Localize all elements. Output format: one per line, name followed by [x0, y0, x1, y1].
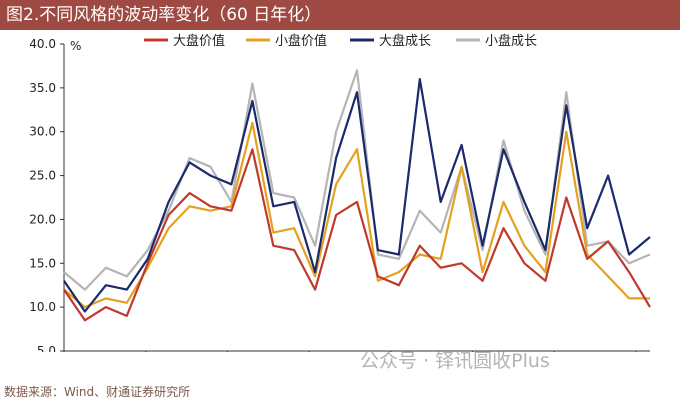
y-tick-label: 15.0: [29, 256, 56, 270]
legend-label: 大盘成长: [379, 33, 431, 49]
y-tick-label: 35.0: [29, 81, 56, 95]
y-tick-label: 5.0: [37, 344, 56, 352]
y-tick-label: 30.0: [29, 125, 56, 139]
page-title: 图2.不同风格的波动率变化（60 日年化）: [0, 0, 680, 30]
legend-label: 小盘价值: [275, 33, 327, 49]
series-line-2: [63, 77, 651, 313]
y-tick-label: 20.0: [29, 212, 56, 226]
data-source-note: 数据来源：Wind、财通证券研究所: [4, 385, 191, 399]
legend-label: 大盘价值: [173, 33, 225, 49]
volatility-line-chart: 5.010.015.020.025.030.035.040.0%17-0118-…: [29, 33, 651, 352]
y-tick-label: 10.0: [29, 300, 56, 314]
y-tick-label: 25.0: [29, 169, 56, 183]
series-line-1: [63, 121, 650, 309]
y-tick-label: 40.0: [29, 37, 56, 51]
chart-legend: 大盘价值 小盘价值 大盘成长 小盘成长: [144, 33, 537, 49]
chart-series-lines: [63, 69, 651, 322]
series-line-0: [63, 148, 651, 322]
chart-axes: 5.010.015.020.025.030.035.040.0%17-0118-…: [29, 37, 650, 352]
legend-label: 小盘成长: [485, 33, 537, 49]
y-axis-unit: %: [70, 39, 81, 53]
watermark: 公众号 · 铎讯圆收Plus: [360, 350, 550, 372]
series-line-3: [63, 69, 651, 291]
